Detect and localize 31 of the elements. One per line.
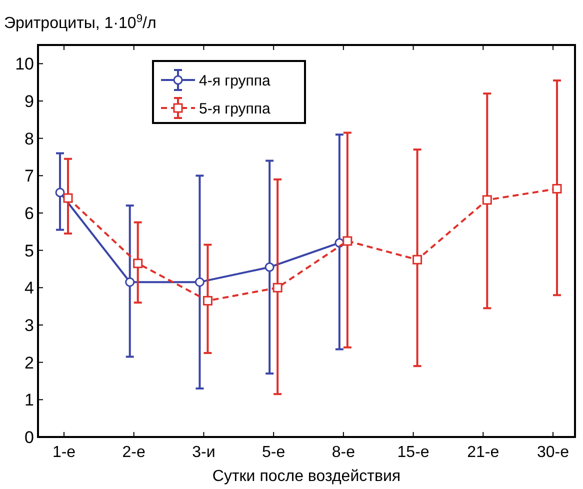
point [552, 184, 562, 194]
legend-label: 4-я группа [199, 72, 272, 90]
x-tick-label: 15-е [397, 444, 430, 461]
point [482, 195, 492, 205]
point [342, 236, 352, 246]
y-tick-label: 0 [24, 428, 34, 447]
point [63, 193, 73, 203]
x-tick-label: 21-е [467, 444, 500, 461]
y-tick-label: 2 [24, 353, 34, 372]
y-axis-title: Эритроциты, 1·10$^{9}$/л [4, 13, 156, 32]
legend-label: 5-я группа [199, 100, 272, 118]
x-tick-label: 30-е [536, 444, 570, 461]
y-tick-label: 6 [24, 204, 34, 223]
x-tick-label: 5-е [262, 444, 286, 461]
x-tick-label: 1-е [52, 444, 76, 461]
y-tick-label: 4 [24, 278, 34, 298]
x-axis-title: Сутки после воздействия [212, 468, 401, 485]
x-tick-label: 3-и [192, 444, 216, 461]
y-tick-label: 5 [24, 241, 34, 260]
y-tick-label: 1 [24, 390, 34, 410]
y-tick-label: 8 [24, 129, 34, 148]
x-tick-label: 2-е [122, 444, 146, 461]
point [412, 254, 422, 264]
point [272, 282, 282, 292]
point [133, 258, 143, 268]
y-tick-label: 9 [24, 92, 34, 111]
x-tick-label: 8-е [332, 444, 356, 461]
y-tick-label: 3 [24, 316, 34, 335]
y-tick-label: 10 [15, 54, 34, 74]
point [202, 296, 212, 306]
y-tick-label: 7 [24, 166, 34, 186]
